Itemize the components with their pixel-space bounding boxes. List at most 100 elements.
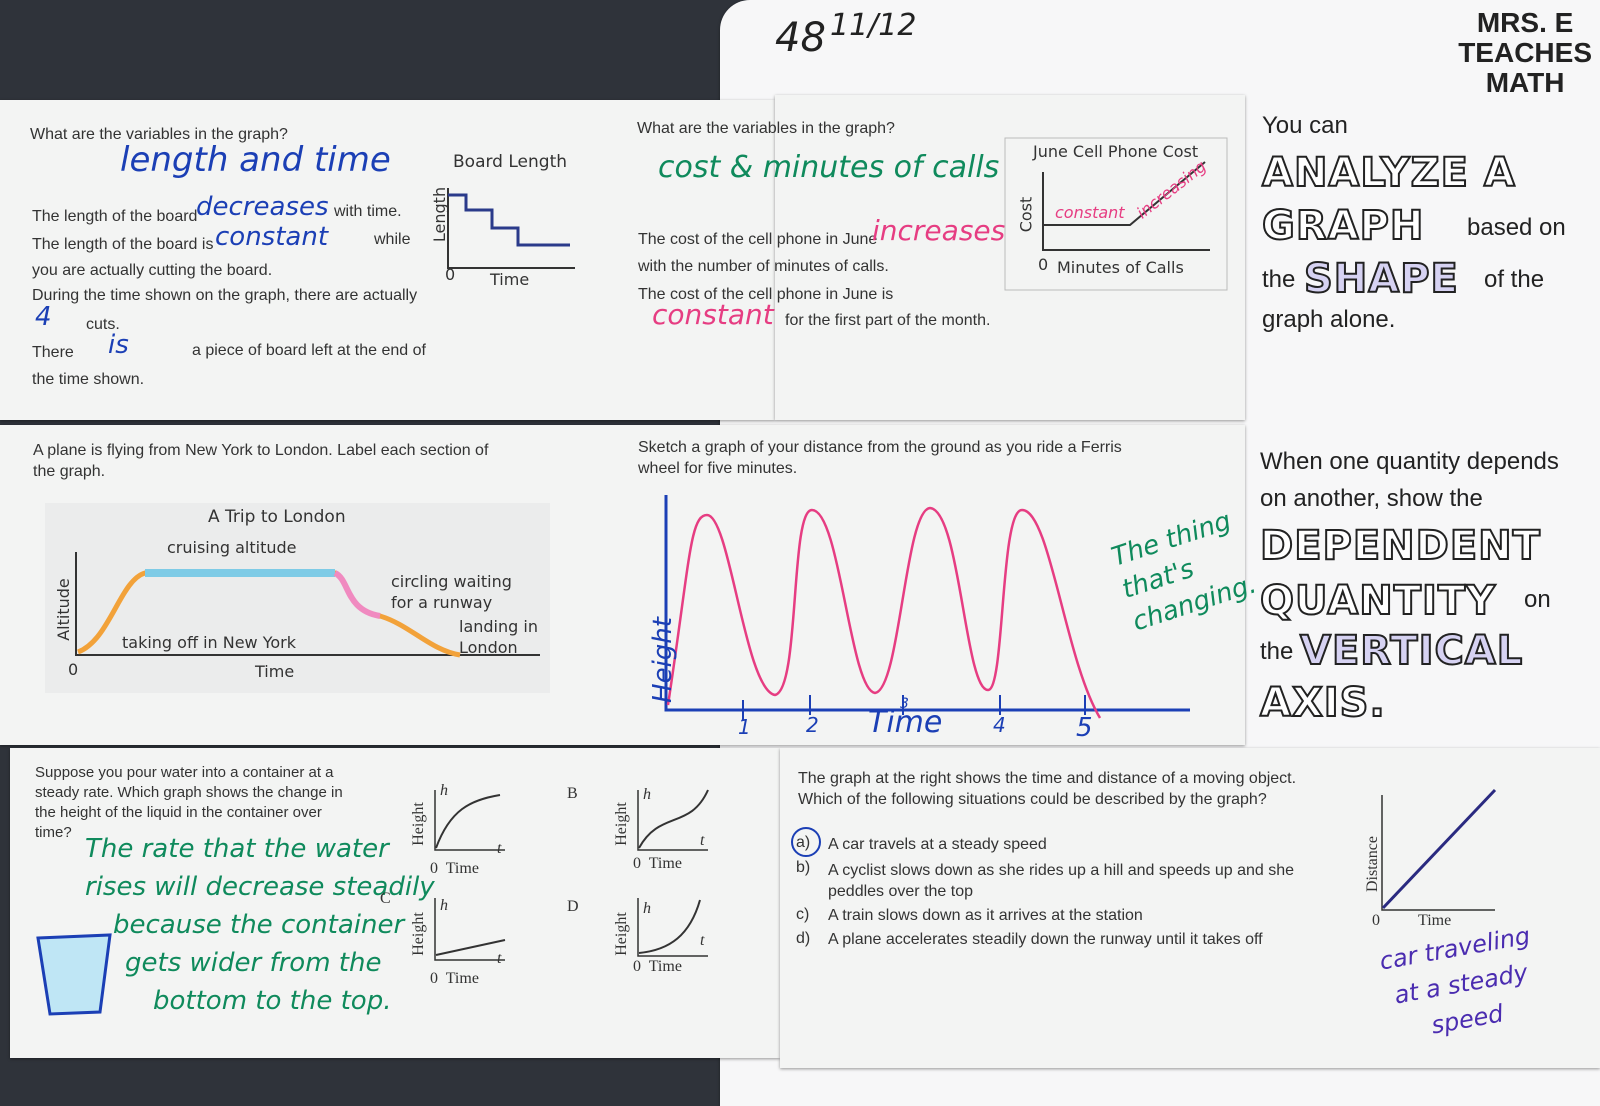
container-panel	[10, 748, 780, 1058]
note: When one quantity depends	[1260, 448, 1559, 475]
axis-h: h	[440, 782, 448, 799]
tick-label: 4	[993, 713, 1006, 737]
option-letter: B	[567, 785, 578, 802]
y-label: Height	[409, 802, 427, 846]
origin: 0	[68, 660, 79, 679]
text: you are actually cutting the board.	[32, 262, 273, 279]
note: on	[1524, 586, 1551, 613]
emphasis: ANALYZE A	[1261, 149, 1516, 197]
x-label: Time	[490, 270, 530, 289]
x-label: Minutes of Calls	[1057, 258, 1184, 277]
tick-label: 3	[900, 696, 909, 712]
answer-line: because the container	[113, 910, 405, 940]
axis-h: h	[643, 900, 651, 917]
text: The cost of the cell phone in June is	[638, 286, 894, 303]
x-label: Time	[445, 970, 479, 987]
answer: cost & minutes of calls	[658, 150, 1000, 185]
brand-line: TEACHES	[1458, 37, 1592, 68]
graph-title: A Trip to London	[208, 507, 346, 527]
emphasis: DEPENDENT	[1259, 522, 1541, 570]
text: while	[374, 231, 411, 248]
emphasis: QUANTITY	[1259, 577, 1497, 625]
axis-h: h	[643, 786, 651, 803]
answer-line: bottom to the top.	[153, 986, 392, 1016]
axis-t: t	[497, 950, 502, 967]
x-label: Time	[1418, 912, 1452, 929]
graph-title: June Cell Phone Cost	[1033, 142, 1199, 161]
answer-line: gets wider from the	[125, 948, 382, 978]
note: on another, show the	[1260, 485, 1483, 512]
x-label: Time	[255, 662, 295, 681]
origin: 0	[1372, 912, 1380, 929]
text: with the number of minutes of calls.	[638, 258, 889, 275]
x-label: Time	[648, 958, 682, 975]
axis-t: t	[497, 840, 502, 857]
prompt: A plane is flying from New York to Londo…	[33, 442, 489, 480]
origin: 0	[633, 855, 641, 872]
choice: A train slows down as it arrives at the …	[828, 907, 1143, 924]
choice: A car travels at a steady speed	[828, 836, 1047, 853]
note: You can	[1262, 112, 1348, 139]
note: of the	[1484, 266, 1545, 293]
blank: 4	[35, 302, 52, 332]
choice-letter: d)	[796, 930, 811, 947]
prompt: Suppose you pour water into a container …	[35, 764, 343, 841]
prompt: The graph at the right shows the time an…	[798, 770, 1297, 808]
text: The cost of the cell phone in June	[638, 231, 878, 248]
y-label: Length	[430, 186, 450, 243]
y-label: Distance	[1363, 836, 1381, 892]
text: the time shown.	[32, 371, 145, 388]
text: cuts.	[86, 316, 120, 333]
text: The length of the board is	[32, 236, 214, 253]
answer: length and time	[120, 140, 391, 180]
answer-line: The rate that the water	[85, 834, 389, 864]
x-label: 0 Time	[633, 855, 682, 873]
text: with time.	[334, 203, 402, 220]
graph-label: cruising altitude	[167, 538, 297, 557]
x-label: 0 Time	[430, 860, 479, 878]
text: The length of the board	[32, 208, 198, 225]
board-panel	[0, 100, 775, 420]
x-label: 0 Time	[633, 958, 682, 976]
text: There	[32, 344, 74, 361]
x-label: Time	[648, 855, 682, 872]
origin: 0	[445, 265, 456, 284]
y-label: Height	[612, 802, 630, 846]
y-label: Height	[647, 617, 678, 703]
phone-panel	[775, 95, 1245, 420]
date: 11/12	[830, 8, 917, 43]
origin: 0	[1038, 255, 1049, 274]
blank: constant	[652, 298, 774, 331]
brand-line: MRS. E	[1476, 7, 1574, 38]
graph-label: landing in	[459, 617, 538, 636]
origin: 0	[430, 860, 438, 877]
graph-label: circling waiting	[391, 572, 512, 591]
blank: is	[108, 330, 129, 360]
graph-label: taking off in New York	[122, 633, 297, 652]
emphasis: AXIS.	[1259, 679, 1386, 727]
text: During the time shown on the graph, ther…	[32, 287, 418, 304]
choice-letter: b)	[796, 859, 811, 876]
graph-label: for a runway	[391, 593, 493, 612]
prompt: Sketch a graph of your distance from the…	[638, 439, 1122, 477]
y-label: Altitude	[53, 578, 73, 641]
blank: constant	[215, 222, 329, 252]
axis-h: h	[440, 897, 448, 914]
graph-title: Board Length	[453, 152, 568, 172]
axis-t: t	[700, 932, 705, 949]
brand-line: MATH	[1485, 67, 1565, 98]
question: What are the variables in the graph?	[637, 120, 895, 137]
y-label: Cost	[1016, 196, 1036, 233]
tick-label: 5	[1076, 713, 1093, 743]
text: for the first part of the month.	[785, 312, 991, 329]
note: graph alone.	[1262, 306, 1396, 333]
x-label: Time	[868, 705, 943, 740]
question: What are the variables in the graph?	[30, 126, 288, 143]
option-letter: C	[380, 890, 391, 907]
origin: 0	[430, 970, 438, 987]
note: the	[1260, 638, 1294, 665]
graph-note: constant	[1055, 203, 1125, 222]
blank: decreases	[196, 192, 329, 222]
graph-label: London	[459, 638, 518, 657]
